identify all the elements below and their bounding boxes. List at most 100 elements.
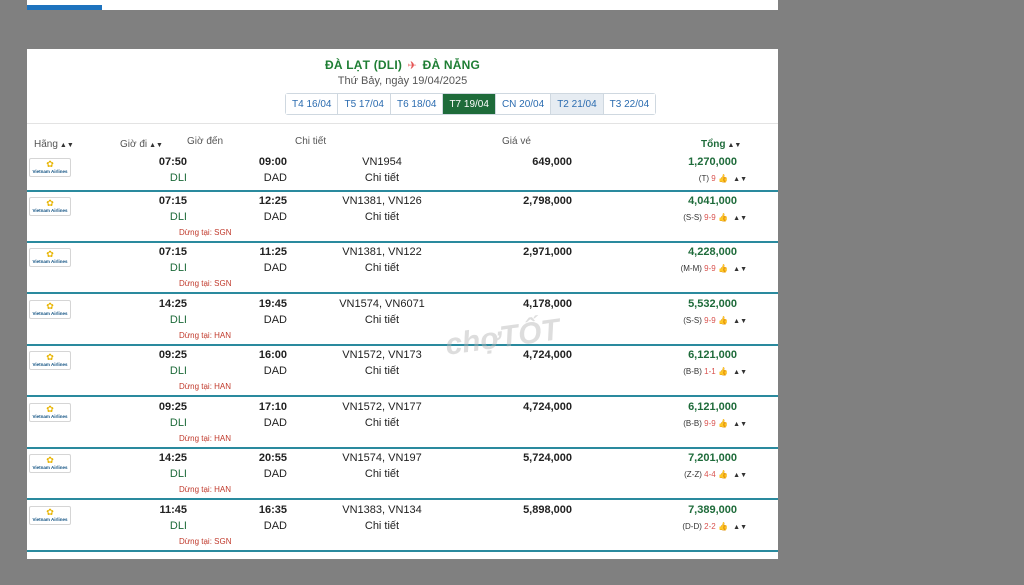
- route-title: ĐÀ LẠT (DLI) ✈ ĐÀ NẴNG: [27, 58, 778, 72]
- class-code: (M-M): [680, 264, 702, 273]
- detail-link[interactable]: Chi tiết: [364, 468, 400, 480]
- arrive-time: 19:45: [258, 298, 287, 310]
- sort-icon[interactable]: ▲▼: [149, 142, 163, 149]
- total-price: 4,228,000: [688, 246, 737, 258]
- expand-toggle-icon[interactable]: ▲▼: [733, 524, 747, 531]
- fare-class: (S-S) 9-9 👍 ▲▼: [647, 316, 747, 325]
- day-tab[interactable]: T6 18/04: [390, 94, 444, 114]
- arrive-time: 09:00: [258, 156, 287, 168]
- seat-count: 4-4: [704, 470, 716, 479]
- expand-toggle-icon[interactable]: ▲▼: [733, 266, 747, 273]
- total-price: 1,270,000: [688, 156, 737, 168]
- route-header: ĐÀ LẠT (DLI) ✈ ĐÀ NẴNG Thứ Bảy, ngày 19/…: [27, 49, 778, 124]
- fare-class: (T) 9 👍 ▲▼: [647, 174, 747, 183]
- expand-toggle-icon[interactable]: ▲▼: [733, 318, 747, 325]
- lotus-icon: ✿: [46, 455, 54, 465]
- total-price: 7,389,000: [688, 504, 737, 516]
- expand-toggle-icon[interactable]: ▲▼: [733, 421, 747, 428]
- arrive-time: 20:55: [258, 452, 287, 464]
- lotus-icon: ✿: [46, 159, 54, 169]
- detail-link[interactable]: Chi tiết: [364, 262, 400, 274]
- col-depart[interactable]: Giờ đi ▲▼: [120, 139, 163, 150]
- flight-row[interactable]: ✿ Vietnam Airlines 14:25 DLI 20:55 DAD V…: [27, 448, 778, 500]
- fare-class: (B-B) 1-1 👍 ▲▼: [647, 367, 747, 376]
- detail-link[interactable]: Chi tiết: [364, 172, 400, 184]
- fare-price: 2,971,000: [523, 246, 572, 258]
- flight-results-panel: ĐÀ LẠT (DLI) ✈ ĐÀ NẴNG Thứ Bảy, ngày 19/…: [27, 49, 778, 559]
- total-price: 4,041,000: [688, 195, 737, 207]
- arrive-code: DAD: [263, 520, 287, 532]
- arrive-time: 16:00: [258, 349, 287, 361]
- lotus-icon: ✿: [46, 249, 54, 259]
- depart-code: DLI: [169, 468, 187, 480]
- seat-count: 9: [711, 174, 716, 183]
- flight-row[interactable]: ✿ Vietnam Airlines 14:25 DLI 19:45 DAD V…: [27, 294, 778, 346]
- day-tab[interactable]: T5 17/04: [338, 94, 391, 114]
- depart-time: 09:25: [158, 349, 187, 361]
- day-tab[interactable]: T4 16/04: [286, 94, 339, 114]
- flight-row[interactable]: ✿ Vietnam Airlines 07:15 DLI 12:25 DAD V…: [27, 191, 778, 243]
- fare-price: 4,724,000: [523, 349, 572, 361]
- thumbs-up-icon: 👍: [717, 522, 728, 531]
- seat-count: 9-9: [704, 213, 716, 222]
- detail-link[interactable]: Chi tiết: [364, 314, 400, 326]
- detail-link[interactable]: Chi tiết: [364, 417, 400, 429]
- flight-number: VN1381, VN122: [342, 246, 422, 258]
- expand-toggle-icon[interactable]: ▲▼: [733, 369, 747, 376]
- sort-icon[interactable]: ▲▼: [727, 142, 742, 149]
- arrive-code: DAD: [263, 468, 287, 480]
- arrive-code: DAD: [263, 417, 287, 429]
- depart-code: DLI: [169, 172, 187, 184]
- class-code: (Z-Z): [684, 470, 702, 479]
- flight-row[interactable]: ✿ Vietnam Airlines 09:25 DLI 16:00 DAD V…: [27, 345, 778, 397]
- depart-code: DLI: [169, 520, 187, 532]
- thumbs-up-icon: 👍: [717, 264, 728, 273]
- flight-row[interactable]: ✿ Vietnam Airlines 09:25 DLI 17:10 DAD V…: [27, 397, 778, 449]
- detail-link[interactable]: Chi tiết: [364, 365, 400, 377]
- stopover: Dừng tại: HAN: [179, 331, 232, 340]
- stopover: Dừng tại: SGN: [179, 279, 232, 288]
- lotus-icon: ✿: [46, 352, 54, 362]
- airline-logo: ✿ Vietnam Airlines: [29, 403, 71, 422]
- fare-price: 4,724,000: [523, 401, 572, 413]
- fare-class: (S-S) 9-9 👍 ▲▼: [647, 213, 747, 222]
- fare-class: (Z-Z) 4-4 👍 ▲▼: [647, 470, 747, 479]
- col-total[interactable]: Tổng ▲▼: [701, 139, 742, 150]
- fare-price: 2,798,000: [523, 195, 572, 207]
- expand-toggle-icon[interactable]: ▲▼: [733, 472, 747, 479]
- depart-code: DLI: [169, 417, 187, 429]
- seat-count: 9-9: [704, 316, 716, 325]
- seat-count: 1-1: [704, 367, 716, 376]
- flight-row[interactable]: ✿ Vietnam Airlines 07:15 DLI 11:25 DAD V…: [27, 242, 778, 294]
- class-code: (B-B): [683, 419, 702, 428]
- day-tab[interactable]: T3 22/04: [603, 94, 656, 114]
- depart-time: 07:15: [158, 195, 187, 207]
- top-strip: [27, 0, 778, 10]
- arrive-time: 16:35: [258, 504, 287, 516]
- flight-row[interactable]: ✿ Vietnam Airlines 11:45 DLI 16:35 DAD V…: [27, 500, 778, 552]
- depart-time: 14:25: [158, 452, 187, 464]
- lotus-icon: ✿: [46, 404, 54, 414]
- day-tab[interactable]: CN 20/04: [495, 94, 552, 114]
- day-tab[interactable]: T7 19/04: [443, 94, 496, 114]
- detail-link[interactable]: Chi tiết: [364, 211, 400, 223]
- day-tab[interactable]: T2 21/04: [551, 94, 604, 114]
- route-origin: ĐÀ LẠT (DLI): [325, 58, 403, 72]
- fare-class: (D-D) 2-2 👍 ▲▼: [647, 522, 747, 531]
- detail-link[interactable]: Chi tiết: [364, 520, 400, 532]
- flight-row[interactable]: ✿ Vietnam Airlines 07:50 DLI 09:00 DAD V…: [27, 152, 778, 192]
- expand-toggle-icon[interactable]: ▲▼: [733, 215, 747, 222]
- airline-logo: ✿ Vietnam Airlines: [29, 506, 71, 525]
- flight-number: VN1574, VN6071: [339, 298, 425, 310]
- flight-number: VN1954: [362, 156, 402, 168]
- depart-time: 07:15: [158, 246, 187, 258]
- flight-number: VN1381, VN126: [342, 195, 422, 207]
- col-airline[interactable]: Hãng ▲▼: [34, 139, 74, 150]
- sort-icon[interactable]: ▲▼: [59, 142, 74, 149]
- top-blue-tab[interactable]: [27, 5, 102, 10]
- stopover: Dừng tại: HAN: [179, 382, 232, 391]
- class-code: (B-B): [683, 367, 702, 376]
- depart-code: DLI: [169, 314, 187, 326]
- total-price: 7,201,000: [688, 452, 737, 464]
- expand-toggle-icon[interactable]: ▲▼: [733, 176, 747, 183]
